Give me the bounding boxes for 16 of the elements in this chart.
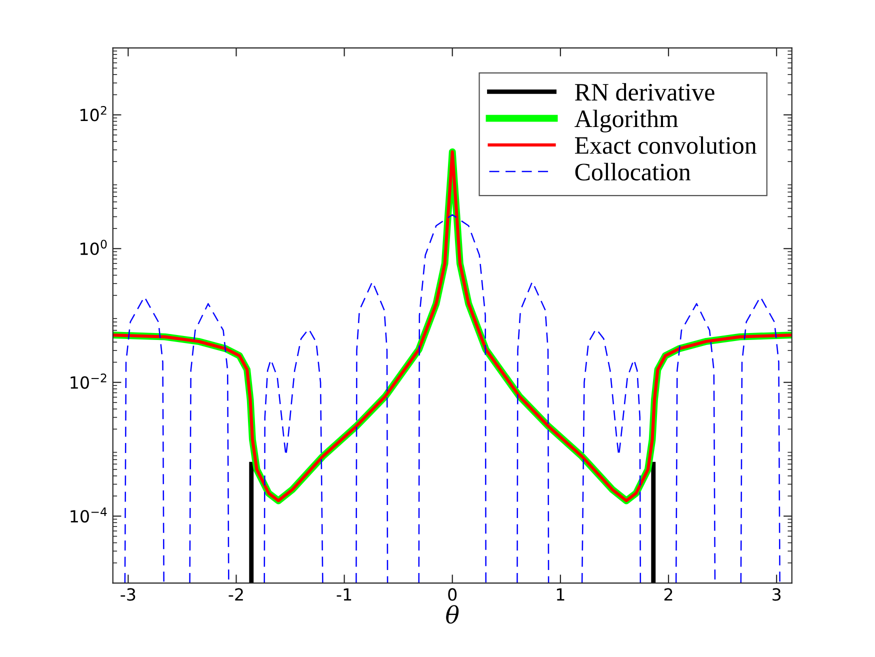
y-tick-label: 10$^{0}$ <box>80 240 107 256</box>
legend-label: RN derivative <box>575 83 714 101</box>
x-tick-label: 2 <box>664 588 672 601</box>
x-tick-label: -1 <box>336 588 352 601</box>
y-tick-label: 10$^{2}$ <box>80 106 106 122</box>
x-tick-label: 3 <box>772 588 781 601</box>
x-tick-label: -3 <box>120 588 136 601</box>
legend-label: Exact convolution <box>575 136 756 154</box>
legend-label: Collocation <box>575 162 691 180</box>
x-tick-label: -2 <box>228 588 243 601</box>
x-tick-label: 1 <box>556 588 564 601</box>
legend-label: Algorithm <box>574 110 678 132</box>
x-axis-title: θ <box>446 605 459 624</box>
y-tick-label: 10$^{−2}$ <box>70 374 106 389</box>
x-tick-label: 0 <box>448 588 457 601</box>
y-tick-label: 10$^{−4}$ <box>70 507 107 523</box>
